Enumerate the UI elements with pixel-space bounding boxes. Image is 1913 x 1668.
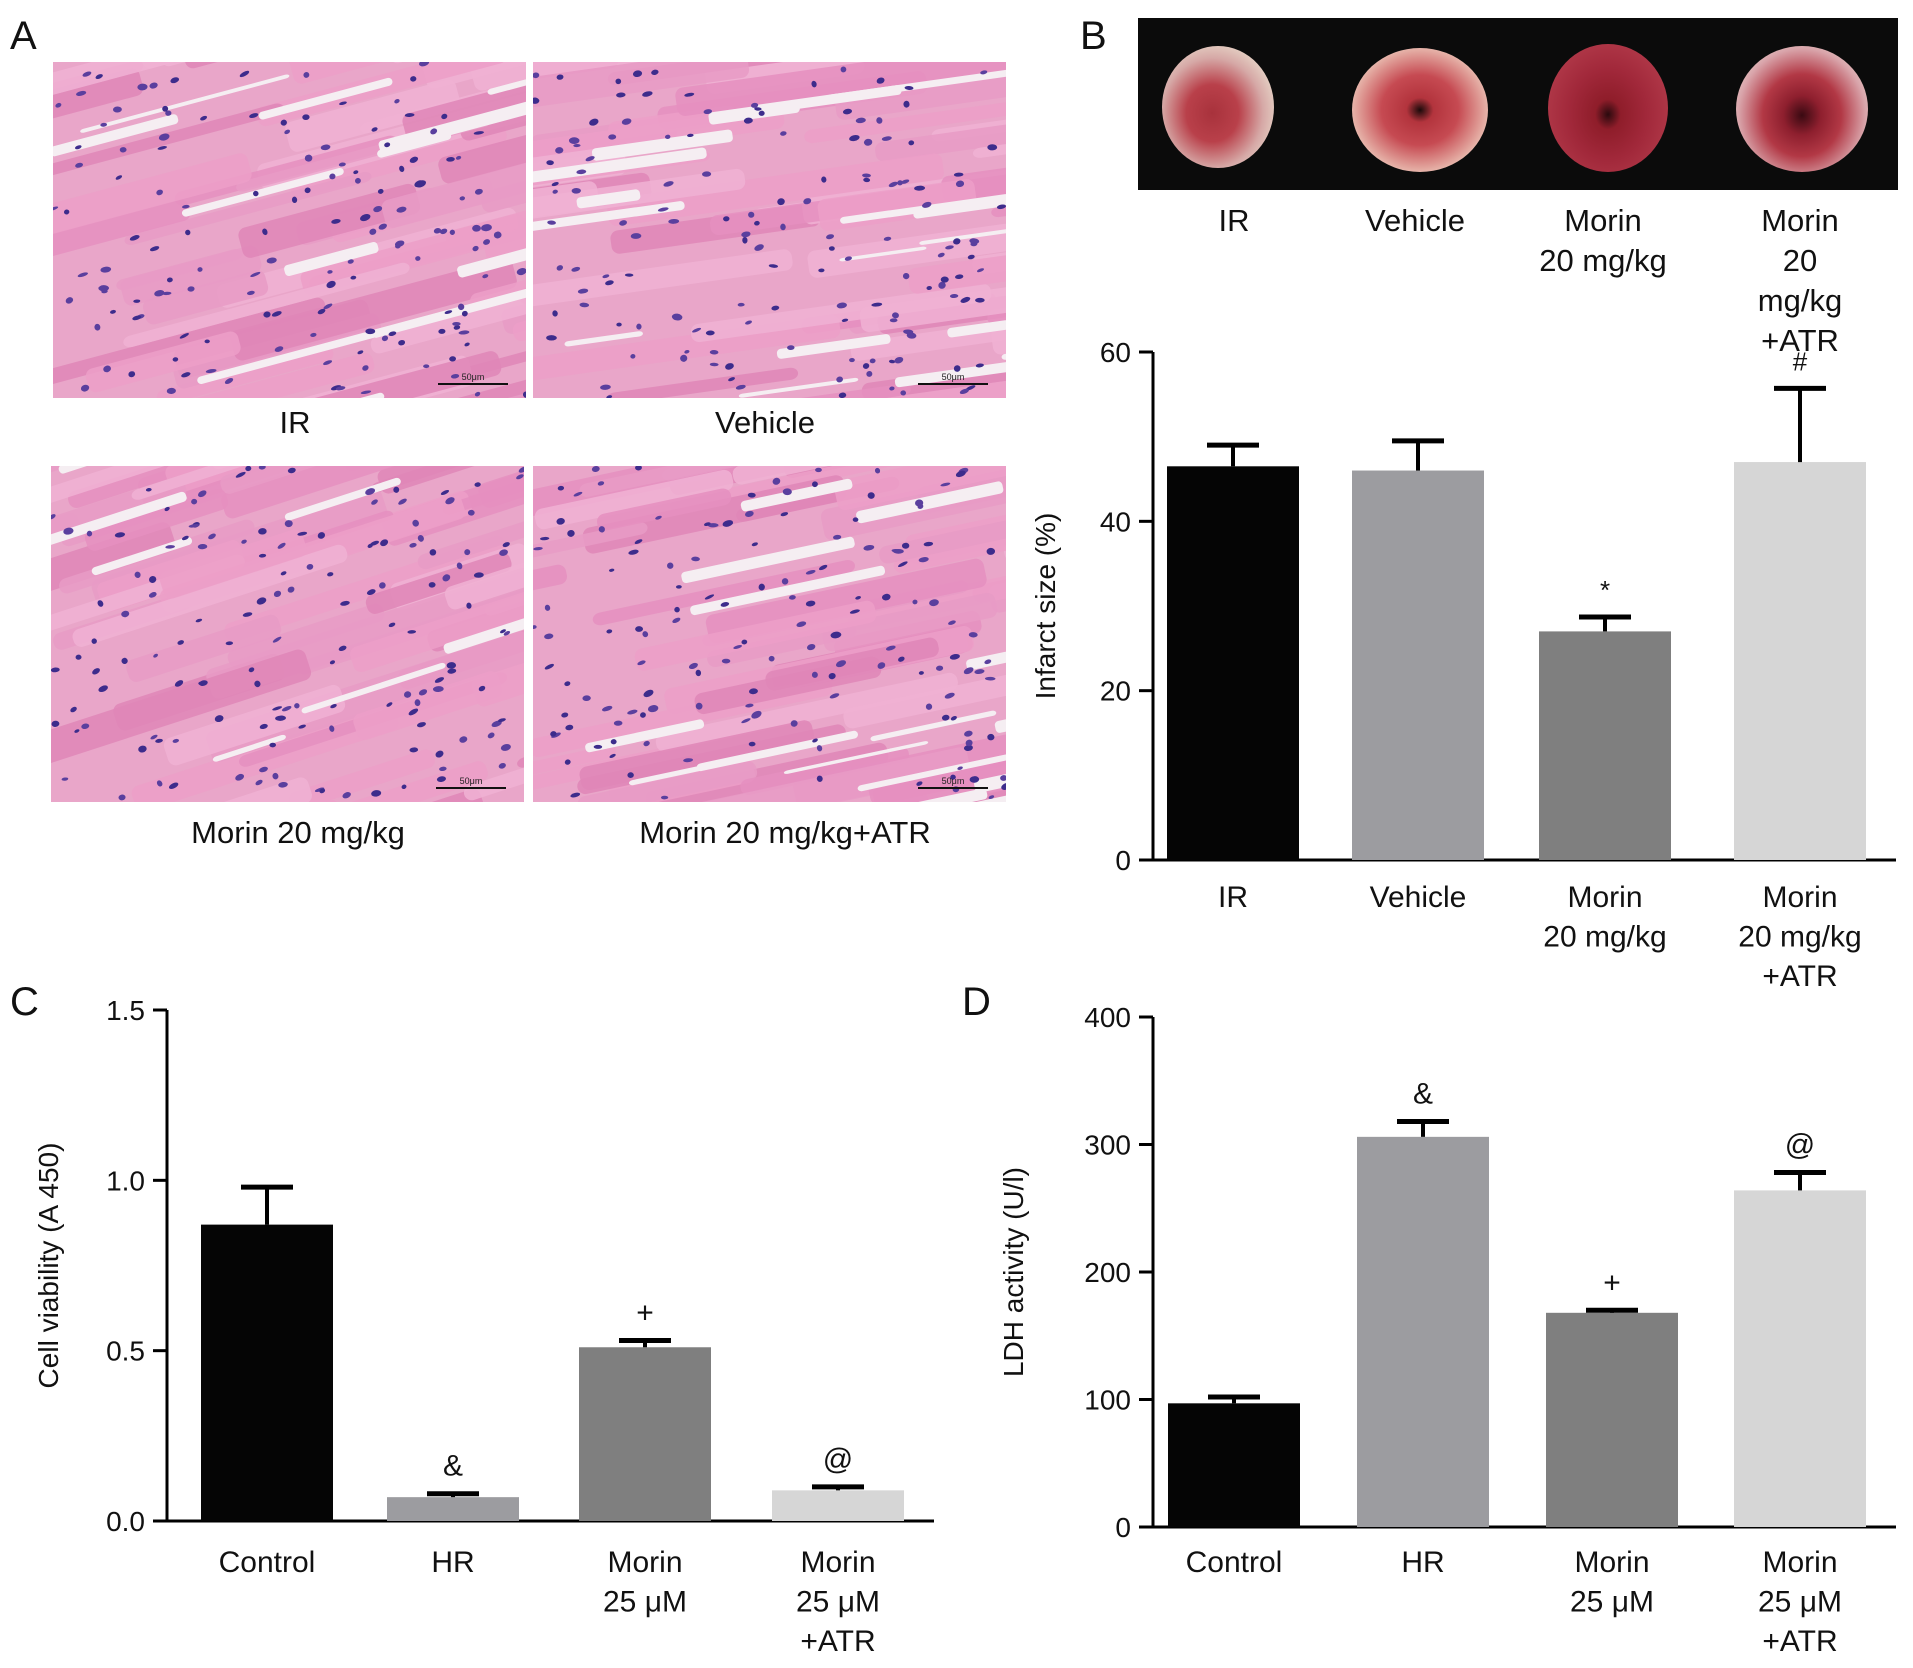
bar <box>1167 466 1299 860</box>
bar <box>1539 631 1671 860</box>
significance-marker: & <box>1413 1078 1433 1111</box>
y-tick-label: 40 <box>1100 506 1131 537</box>
significance-marker: + <box>1603 1266 1621 1299</box>
x-category-label: IR <box>1218 881 1248 914</box>
significance-marker: * <box>1600 575 1610 605</box>
x-category-label: Morin 20 mg/kg +ATR <box>1738 881 1861 993</box>
y-tick-label: 1.0 <box>106 1165 145 1196</box>
bar <box>201 1224 333 1521</box>
y-tick-label: 0 <box>1115 1512 1131 1543</box>
x-category-label: Vehicle <box>1370 881 1467 914</box>
significance-marker: + <box>636 1296 654 1329</box>
y-axis-title: LDH activity (U/l) <box>998 1167 1029 1377</box>
bar <box>579 1347 711 1521</box>
y-axis-title: Cell viability (A 450) <box>33 1143 64 1389</box>
micrograph-morin: 50μm <box>51 466 524 802</box>
heart-slice-morin-atr <box>1736 46 1868 172</box>
x-category-label: Morin 20 mg/kg <box>1543 881 1666 954</box>
x-category-label: Control <box>219 1546 316 1579</box>
panel-letter-d: D <box>962 980 991 1024</box>
y-tick-label: 1.5 <box>106 995 145 1026</box>
scale-bar-label: 50μm <box>460 776 483 786</box>
panel-letter-a: A <box>10 14 37 58</box>
bar <box>387 1497 519 1521</box>
bar <box>1352 470 1484 860</box>
x-category-label: Morin 25 μM <box>603 1546 687 1619</box>
scale-bar-label: 50μm <box>942 776 965 786</box>
heart-slice-ir <box>1162 46 1274 168</box>
significance-marker: @ <box>823 1443 853 1476</box>
y-tick-label: 300 <box>1084 1130 1131 1161</box>
panel-letter-b: B <box>1080 14 1107 58</box>
bar <box>1357 1136 1489 1527</box>
heart-slice-morin <box>1548 44 1668 172</box>
bar <box>1734 462 1866 860</box>
x-category-label: Morin 25 μM <box>1570 1546 1654 1619</box>
x-category-label: Control <box>1186 1546 1283 1579</box>
bar <box>1734 1190 1866 1527</box>
x-category-label: Morin 25 μM +ATR <box>1758 1546 1842 1658</box>
y-tick-label: 20 <box>1100 676 1131 707</box>
heart-label-morin: Morin 20 mg/kg <box>1539 203 1667 278</box>
y-tick-label: 0 <box>1115 845 1131 876</box>
micrograph-label-morin-atr: Morin 20 mg/kg+ATR <box>639 815 931 850</box>
scale-bar-label: 50μm <box>462 372 485 382</box>
significance-marker: & <box>443 1450 463 1483</box>
significance-marker: @ <box>1785 1129 1815 1162</box>
bar <box>1168 1403 1300 1527</box>
micrograph-morin-atr: 50μm <box>533 466 1006 802</box>
heart-slice-vehicle <box>1352 48 1488 172</box>
scale-bar-label: 50μm <box>942 372 965 382</box>
heart-label-ir: IR <box>1218 203 1250 238</box>
heart-label-morin-atr: Morin 20 mg/kg +ATR <box>1757 203 1843 358</box>
bar <box>772 1490 904 1521</box>
micrograph-vehicle: 50μm <box>533 62 1006 398</box>
bar <box>1546 1312 1678 1527</box>
micrograph-label-morin: Morin 20 mg/kg <box>191 815 405 850</box>
y-axis-title: Infarct size (%) <box>1030 513 1061 700</box>
x-category-label: HR <box>431 1546 474 1579</box>
micrograph-label-ir: IR <box>279 405 311 440</box>
x-category-label: HR <box>1401 1546 1444 1579</box>
y-tick-label: 0.0 <box>106 1506 145 1537</box>
heart-photo-strip <box>1138 18 1898 190</box>
panel-letter-c: C <box>10 980 39 1024</box>
micrograph-ir: 50μm <box>53 62 526 398</box>
heart-label-vehicle: Vehicle <box>1365 203 1465 238</box>
x-category-label: Morin 25 μM +ATR <box>796 1546 880 1658</box>
y-tick-label: 200 <box>1084 1257 1131 1288</box>
y-tick-label: 0.5 <box>106 1336 145 1367</box>
y-tick-label: 60 <box>1100 337 1131 368</box>
y-tick-label: 400 <box>1084 1002 1131 1033</box>
micrograph-label-vehicle: Vehicle <box>715 405 815 440</box>
y-tick-label: 100 <box>1084 1385 1131 1416</box>
